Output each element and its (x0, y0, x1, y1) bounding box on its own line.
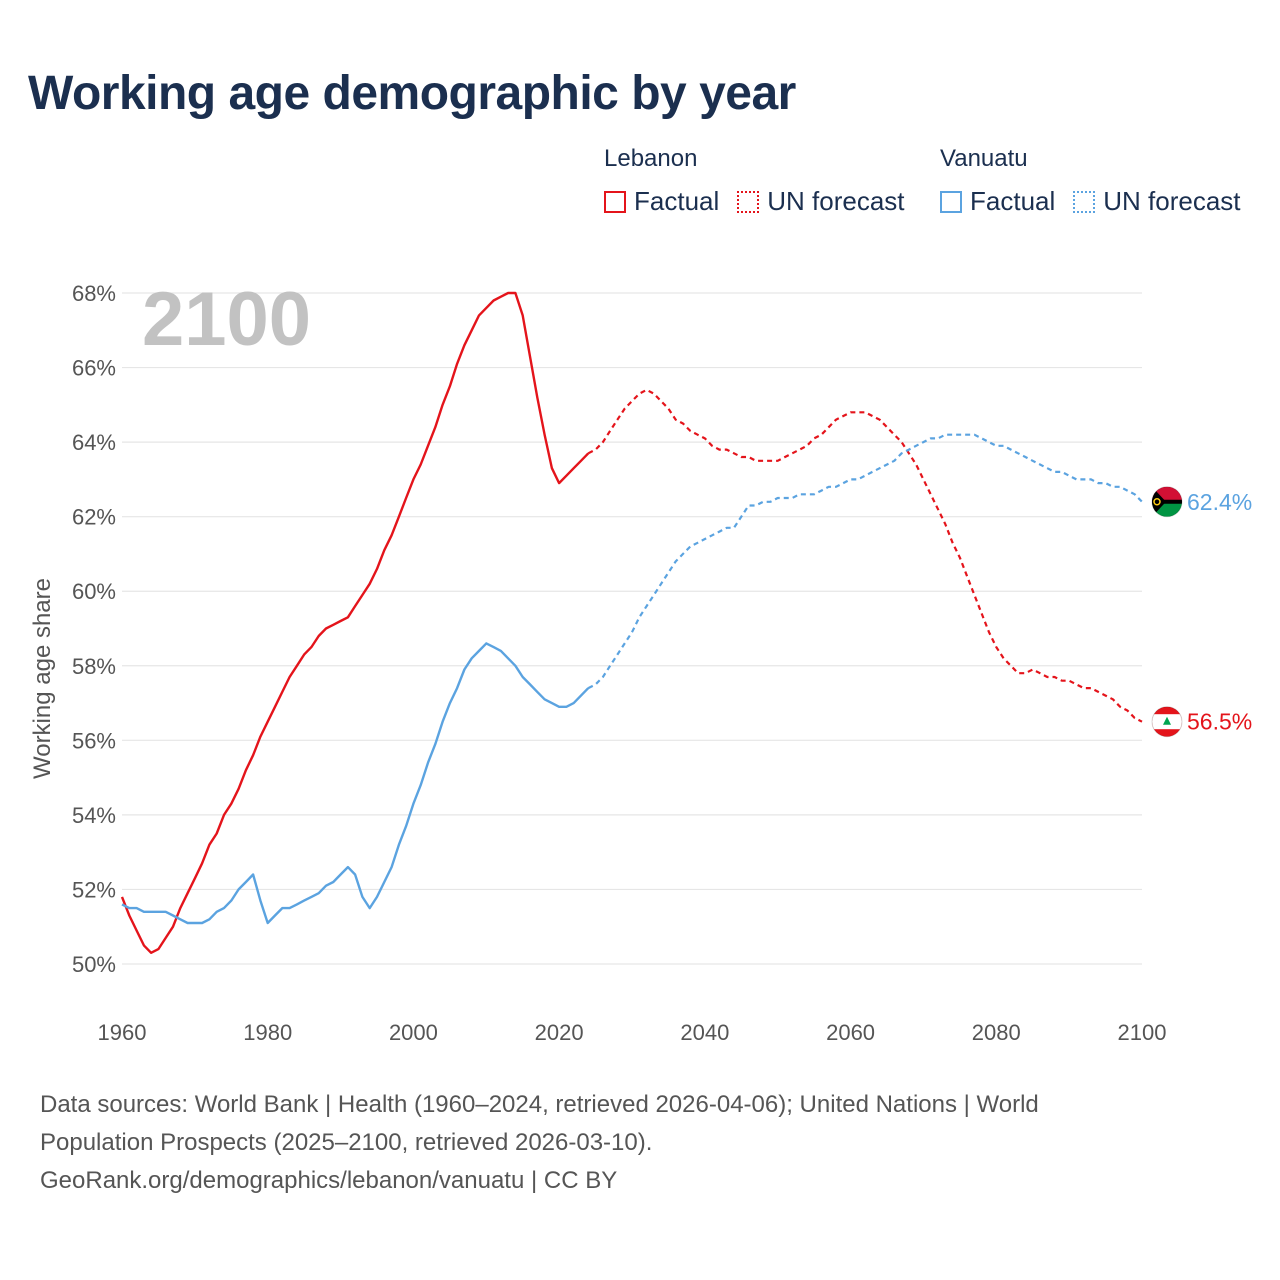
legend-lebanon-factual-label: Factual (634, 186, 720, 216)
y-axis-label: Working age share (29, 578, 56, 779)
legend-vanuatu: Vanuatu Factual UN forecast (940, 144, 1259, 217)
footer-line-2: Population Prospects (2025–2100, retriev… (40, 1129, 653, 1156)
vanuatu-end-value-label: 62.4% (1187, 489, 1252, 515)
y-tick-label: 54% (72, 803, 116, 828)
y-tick-label: 66% (72, 356, 116, 381)
legend-vanuatu-factual-label: Factual (970, 186, 1056, 216)
footer-sources: Data sources: World Bank | Health (1960–… (40, 1086, 1240, 1200)
x-tick-label: 2100 (1118, 1020, 1167, 1045)
x-tick-label: 2040 (680, 1020, 729, 1045)
x-tick-label: 1960 (98, 1020, 147, 1045)
legend-vanuatu-forecast-label: UN forecast (1103, 186, 1241, 216)
footer-line-1: Data sources: World Bank | Health (1960–… (40, 1091, 1039, 1118)
x-tick-label: 1980 (243, 1020, 292, 1045)
lebanon-end-value-label: 56.5% (1187, 709, 1252, 735)
x-tick-label: 2000 (389, 1020, 438, 1045)
lebanon-forecast-line (587, 388, 1143, 723)
footer-line-3[interactable]: GeoRank.org/demographics/lebanon/vanuatu… (40, 1167, 618, 1194)
series-end-markers: 56.5% 62.4% (1151, 486, 1252, 738)
x-tick-label: 2060 (826, 1020, 875, 1045)
legend-swatch-solid-icon (940, 190, 962, 213)
chart-title: Working age demographic by year (28, 67, 796, 120)
year-label: 2100 (142, 277, 311, 362)
y-tick-label: 60% (72, 579, 116, 604)
gridlines (122, 292, 1142, 965)
series-lines (120, 291, 1143, 954)
legend-swatch-dotted-icon (737, 190, 760, 213)
y-tick-label: 64% (72, 430, 116, 455)
vanuatu-forecast-line (587, 433, 1143, 690)
y-tick-label: 56% (72, 728, 116, 753)
lebanon-flag-icon (1151, 706, 1183, 738)
x-tick-label: 2020 (535, 1020, 584, 1045)
y-tick-label: 50% (72, 952, 116, 977)
vanuatu-factual-line (121, 642, 590, 925)
legend-lebanon: Lebanon Factual UN forecast (604, 144, 923, 217)
legend-vanuatu-factual[interactable]: Factual (940, 186, 1055, 217)
legend-lebanon-factual[interactable]: Factual (604, 186, 719, 217)
lebanon-factual-line (120, 291, 590, 954)
legend-vanuatu-heading: Vanuatu (940, 145, 1028, 172)
y-axis-ticks: 50% 52% 54% 56% 58% 60% 62% 64% 66% 68% (72, 281, 116, 977)
y-tick-label: 52% (72, 877, 116, 902)
legend-lebanon-forecast[interactable]: UN forecast (737, 186, 905, 217)
legend-swatch-solid-icon (604, 190, 626, 213)
x-tick-label: 2080 (972, 1020, 1021, 1045)
line-chart: 50% 52% 54% 56% 58% 60% 62% 64% 66% 68% 1960 1980 2… (29, 277, 1252, 1045)
legend-vanuatu-forecast[interactable]: UN forecast (1073, 186, 1241, 217)
vanuatu-flag-icon (1151, 486, 1183, 518)
x-axis-ticks: 1960 1980 2000 2020 2040 2060 2080 2100 (98, 1020, 1167, 1045)
legend-lebanon-forecast-label: UN forecast (767, 186, 905, 216)
y-tick-label: 68% (72, 281, 116, 306)
legend-lebanon-heading: Lebanon (604, 145, 698, 172)
y-tick-label: 62% (72, 505, 116, 530)
legend-swatch-dotted-icon (1073, 190, 1096, 213)
y-tick-label: 58% (72, 654, 116, 679)
